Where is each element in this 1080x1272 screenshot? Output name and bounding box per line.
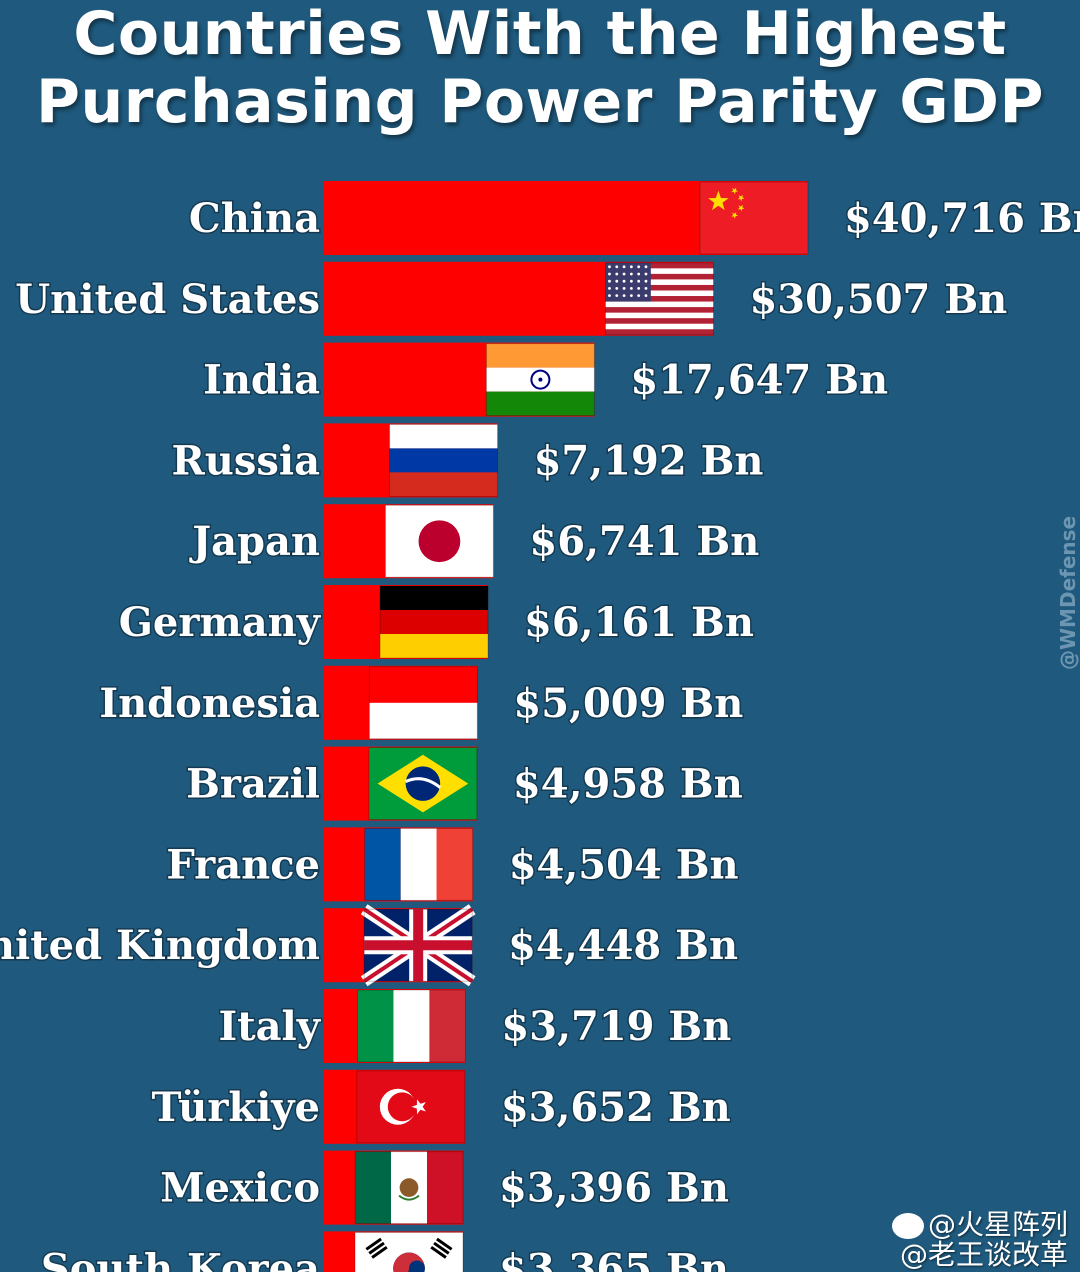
turkiye-flag-icon — [356, 1070, 466, 1144]
value-label: $3,396 Bn — [499, 1165, 729, 1212]
weibo-watermark-line-1: @火星阵列 — [891, 1210, 1068, 1240]
value-label: $17,647 Bn — [630, 357, 888, 404]
value-label: $6,161 Bn — [524, 599, 754, 646]
category-label: South Korea — [41, 1245, 320, 1272]
category-label: United States — [15, 276, 320, 323]
value-label: $40,716 Bn — [844, 195, 1080, 242]
category-label: United Kingdom — [0, 922, 320, 969]
value-label: $4,958 Bn — [513, 761, 743, 808]
category-label: Germany — [119, 599, 322, 646]
category-label: Russia — [172, 437, 320, 484]
usa-flag-icon — [604, 262, 714, 336]
value-label: $7,192 Bn — [534, 437, 764, 484]
value-label: $4,504 Bn — [509, 841, 739, 888]
category-label: China — [189, 195, 320, 242]
china-flag-icon — [699, 181, 809, 255]
weibo-icon — [891, 1213, 924, 1239]
brazil-flag-icon — [368, 747, 478, 821]
value-label: $6,741 Bn — [529, 518, 759, 565]
indonesia-flag-icon — [368, 666, 478, 740]
south-korea-flag-icon — [354, 1231, 464, 1272]
italy-flag-icon — [356, 989, 466, 1063]
watermark-side: @WMDefense — [1056, 515, 1080, 670]
value-label: $3,652 Bn — [501, 1084, 731, 1131]
category-label: India — [203, 357, 320, 404]
russia-flag-icon — [389, 423, 499, 497]
germany-flag-icon — [379, 585, 489, 659]
india-flag-icon — [485, 343, 595, 417]
category-label: Brazil — [186, 761, 320, 808]
chart-title: Countries With the Highest Purchasing Po… — [0, 0, 1080, 136]
france-flag-icon — [364, 827, 474, 901]
value-label: $4,448 Bn — [508, 922, 738, 969]
value-label: $3,365 Bn — [499, 1245, 729, 1272]
title-line-2: Purchasing Power Parity GDP — [36, 67, 1044, 137]
category-label: Türkiye — [152, 1084, 320, 1131]
japan-flag-icon — [384, 504, 494, 578]
value-label: $3,719 Bn — [501, 1003, 731, 1050]
title-line-1: Countries With the Highest — [73, 0, 1007, 69]
value-label: $30,507 Bn — [749, 276, 1007, 323]
category-label: Mexico — [160, 1165, 320, 1212]
mexico-flag-icon — [354, 1151, 464, 1225]
weibo-watermark-line-2: @老王谈改革 — [899, 1238, 1068, 1271]
uk-flag-icon — [360, 904, 476, 987]
category-label: France — [166, 841, 320, 888]
category-label: Indonesia — [99, 680, 320, 727]
category-label: Italy — [218, 1003, 321, 1050]
weibo-watermark: @火星阵列 @老王谈改革 — [891, 1210, 1068, 1271]
category-label: Japan — [189, 518, 320, 565]
value-label: $5,009 Bn — [513, 680, 743, 727]
